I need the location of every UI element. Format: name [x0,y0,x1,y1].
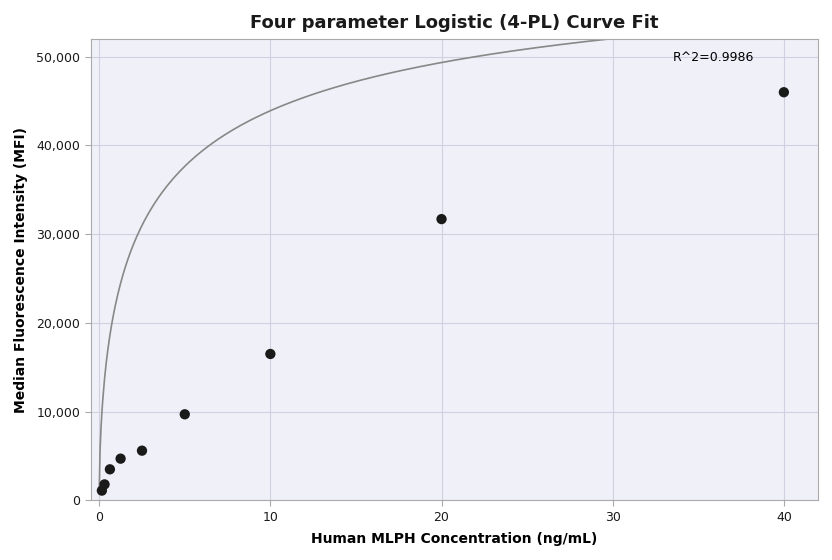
Point [777,88,790,97]
Point [136,446,149,455]
Point [264,349,277,358]
Point [178,410,191,419]
Point [103,465,116,474]
Point [98,480,111,489]
Point [435,214,448,223]
Point [114,454,127,463]
Text: R^2=0.9986: R^2=0.9986 [672,51,754,64]
Point [95,486,108,495]
X-axis label: Human MLPH Concentration (ng/mL): Human MLPH Concentration (ng/mL) [311,532,597,546]
Title: Four parameter Logistic (4-PL) Curve Fit: Four parameter Logistic (4-PL) Curve Fit [250,14,659,32]
Y-axis label: Median Fluorescence Intensity (MFI): Median Fluorescence Intensity (MFI) [14,127,28,413]
